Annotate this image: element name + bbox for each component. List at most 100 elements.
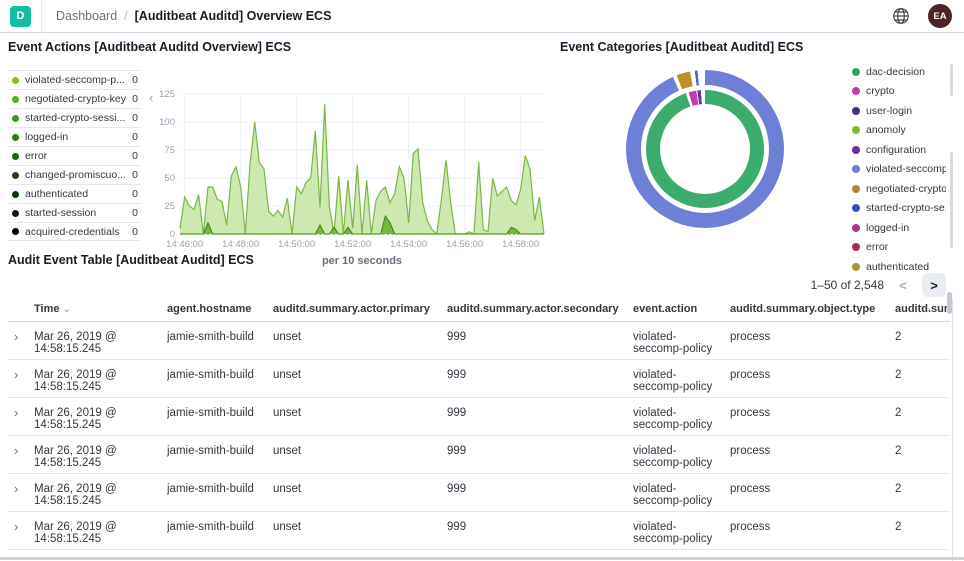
table-cell: violated-seccomp-policy [633, 435, 730, 474]
legend-label: authenticated [25, 188, 89, 200]
table-horizontal-scrollbar[interactable] [0, 557, 964, 560]
table-cell: unset [273, 397, 447, 436]
legend-label: violated-seccomp-p... [25, 74, 125, 86]
row-expand-button[interactable]: › [8, 359, 34, 398]
legend-value: 0 [132, 131, 138, 143]
legend-item[interactable]: configuration [852, 140, 946, 160]
legend-item[interactable]: error [852, 238, 946, 258]
legend-value: 0 [132, 169, 138, 181]
legend-item[interactable]: violated-seccomp... [852, 160, 946, 180]
row-expand-button[interactable]: › [8, 321, 34, 360]
row-expand-button[interactable]: › [8, 397, 34, 436]
table-vertical-scroll-thumb[interactable] [947, 292, 952, 314]
legend-item[interactable]: anomoly [852, 121, 946, 141]
legend-item[interactable]: started-crypto-sessi... 0 [8, 108, 141, 127]
previous-page-button[interactable]: < [899, 277, 907, 293]
event-categories-title: Event Categories [Auditbeat Auditd] ECS [560, 40, 804, 54]
legend-item[interactable]: logged-in [852, 218, 946, 238]
table-cell: unset [273, 511, 447, 550]
table-cell: process [730, 435, 895, 474]
app-logo[interactable]: D [10, 5, 31, 27]
row-expand-button[interactable]: › [8, 511, 34, 550]
legend-item[interactable]: started-session 0 [8, 203, 141, 222]
legend-item[interactable]: negotiated-crypto... [852, 179, 946, 199]
table-cell: jamie-smith-build [167, 359, 273, 398]
pagination: 1–50 of 2,548 < > [811, 273, 946, 297]
legend-label: changed-promiscuo... [25, 169, 126, 181]
table-cell: jamie-smith-build [167, 397, 273, 436]
row-expand-button[interactable]: › [8, 435, 34, 474]
table-vertical-scroll-track [952, 299, 953, 561]
donut-ring-gap [641, 85, 769, 213]
table-cell: 999 [447, 321, 633, 360]
pagination-range-label: 1–50 of 2,548 [810, 278, 884, 292]
column-header-auditd-summary-object-type[interactable]: auditd.summary.object.type [730, 299, 895, 322]
legend-color-dot [852, 184, 860, 193]
x-axis-tick-label: 14:54:00 [390, 239, 427, 250]
event-actions-legend: violated-seccomp-p... 0 negotiated-crypto-… [8, 70, 141, 241]
globe-icon[interactable] [890, 5, 912, 27]
legend-label: violated-seccomp... [866, 163, 946, 176]
legend-color-dot [12, 114, 19, 122]
next-page-button[interactable]: > [922, 273, 946, 297]
table-row: › Mar 26, 2019 @ 14:58:15.245 jamie-smith-… [8, 435, 950, 474]
event-actions-panel: Event Actions [Auditbeat Auditd Overview… [8, 40, 558, 267]
column-header-auditd-summary-actor-secondary[interactable]: auditd.summary.actor.secondary [447, 299, 633, 322]
legend-label: started-crypto-se... [866, 202, 946, 215]
page-title: [Auditbeat Auditd] Overview ECS [134, 9, 332, 23]
legend-label: dac-decision [866, 65, 925, 78]
table-cell: process [730, 359, 895, 398]
column-header-auditd-summary-actor-primary[interactable]: auditd.summary.actor.primary [273, 299, 447, 322]
column-header-agent-hostname[interactable]: agent.hostname [167, 299, 273, 322]
legend-item[interactable]: error 0 [8, 146, 141, 165]
legend-item[interactable]: dac-decision [852, 62, 946, 82]
legend-item[interactable]: acquired-credentials 0 [8, 222, 141, 241]
legend-color-dot [12, 228, 19, 235]
table-cell: 2 [895, 397, 950, 436]
table-cell: unset [273, 435, 447, 474]
legend-label: user-login [866, 104, 913, 117]
column-header-auditd-summary[interactable]: auditd.summary [895, 299, 950, 322]
legend-color-dot [852, 87, 860, 96]
table-cell: 999 [447, 511, 633, 550]
donut-hole [660, 104, 750, 194]
row-expand-button[interactable]: › [8, 473, 34, 512]
legend-color-dot [12, 133, 19, 141]
donut-inner-ring[interactable] [646, 90, 764, 208]
audit-event-table: Time ⌄ agent.hostname auditd.summary.actor.… [8, 299, 950, 550]
legend-label: error [25, 150, 48, 162]
legend-item[interactable]: logged-in 0 [8, 127, 141, 146]
table-row: › Mar 26, 2019 @ 14:58:15.245 jamie-smith-… [8, 321, 950, 360]
y-axis-tick-label: 125 [159, 89, 175, 100]
legend-item[interactable]: started-crypto-se... [852, 199, 946, 219]
table-cell: jamie-smith-build [167, 511, 273, 550]
event-categories-donut[interactable] [626, 70, 784, 228]
legend-item[interactable]: authenticated [852, 257, 946, 277]
legend-item[interactable]: authenticated 0 [8, 184, 141, 203]
legend-label: started-session [25, 207, 97, 219]
event-actions-area-chart[interactable]: 0 25 50 75 100 125 14:46:00 14:48:00 14:50:00 14:… [142, 82, 552, 272]
legend-scrollbar-thumb[interactable] [950, 64, 953, 96]
legend-color-dot [12, 76, 19, 84]
x-axis-tick-label: 14:48:00 [222, 239, 259, 250]
y-axis-tick-label: 100 [159, 117, 175, 128]
table-cell: 2 [895, 511, 950, 550]
legend-value: 0 [132, 93, 138, 105]
legend-scrollbar-track[interactable] [950, 152, 953, 248]
table-cell: violated-seccomp-policy [633, 473, 730, 512]
table-cell: Mar 26, 2019 @ 14:58:15.245 [34, 359, 167, 398]
legend-label: authenticated [866, 260, 930, 273]
avatar[interactable]: EA [928, 4, 952, 28]
legend-collapse-icon[interactable]: ‹ [149, 90, 154, 105]
legend-value: 0 [132, 74, 138, 86]
table-cell: 999 [447, 435, 633, 474]
legend-item[interactable]: changed-promiscuo... 0 [8, 165, 141, 184]
breadcrumb-dashboard[interactable]: Dashboard [56, 9, 118, 23]
column-header-time[interactable]: Time ⌄ [34, 299, 167, 322]
legend-item[interactable]: negotiated-crypto-key 0 [8, 89, 141, 108]
legend-item[interactable]: violated-seccomp-p... 0 [8, 70, 141, 89]
column-header-event-action[interactable]: event.action [633, 299, 730, 322]
legend-item[interactable]: crypto [852, 82, 946, 102]
legend-item[interactable]: user-login [852, 101, 946, 121]
top-bar: D Dashboard / [Auditbeat Auditd] Overvie… [0, 0, 964, 33]
